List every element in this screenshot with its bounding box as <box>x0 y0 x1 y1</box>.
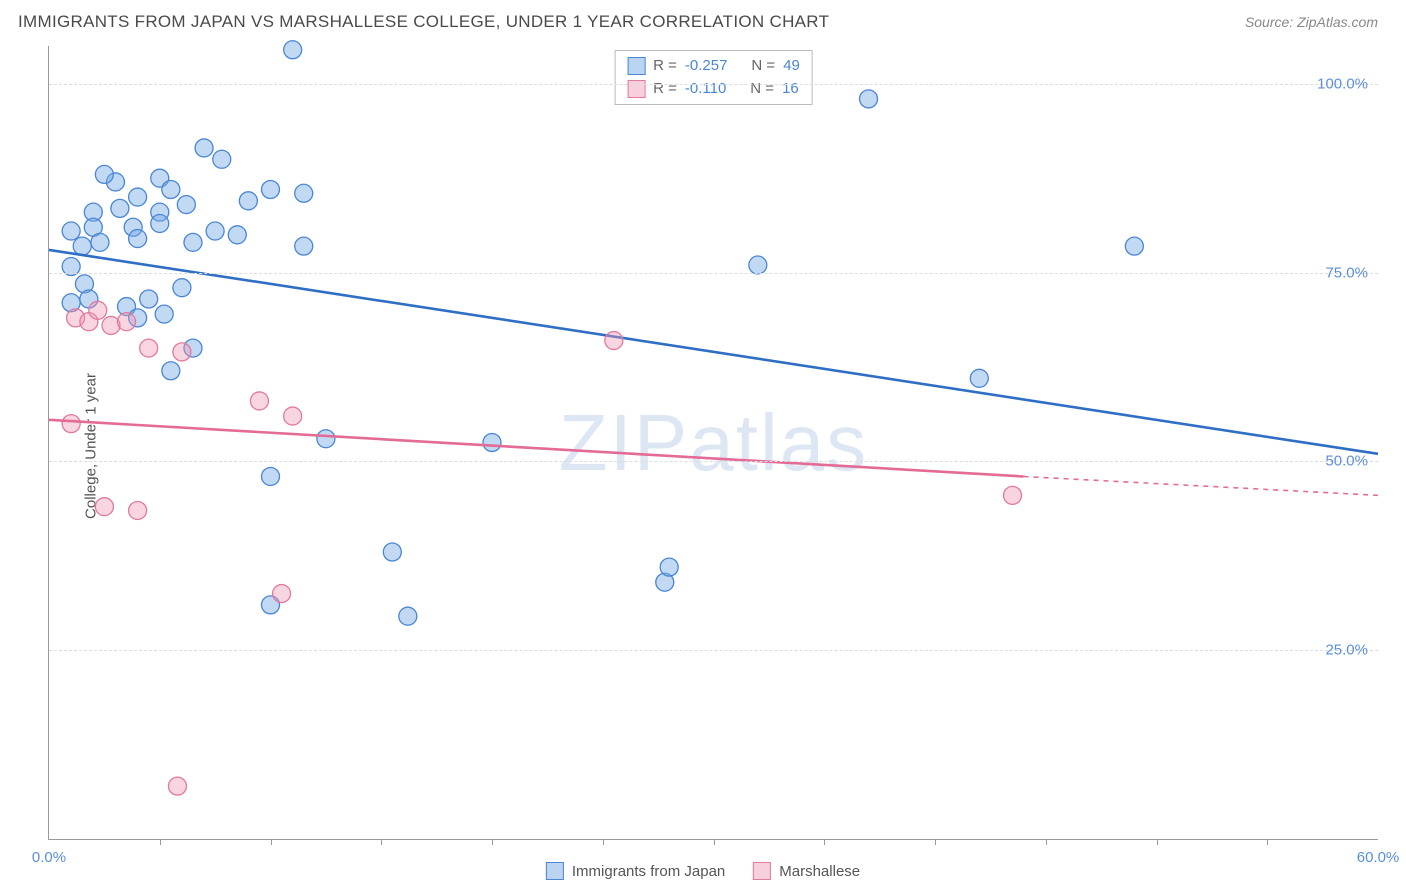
x-tick <box>1267 839 1268 845</box>
legend-item-blue: Immigrants from Japan <box>546 862 725 880</box>
scatter-point <box>151 214 169 232</box>
legend-label-pink: Marshallese <box>779 863 860 880</box>
source-label: Source: ZipAtlas.com <box>1245 14 1378 30</box>
gridline <box>49 650 1378 651</box>
scatter-point <box>1004 486 1022 504</box>
scatter-point <box>206 222 224 240</box>
legend-label-blue: Immigrants from Japan <box>572 863 725 880</box>
scatter-point <box>155 305 173 323</box>
footer-legend: Immigrants from Japan Marshallese <box>546 862 860 880</box>
trend-line <box>49 420 1024 477</box>
scatter-point <box>177 196 195 214</box>
gridline <box>49 84 1378 85</box>
scatter-point <box>1125 237 1143 255</box>
scatter-point <box>91 233 109 251</box>
gridline <box>49 461 1378 462</box>
scatter-point <box>111 199 129 217</box>
y-tick-label: 25.0% <box>1325 642 1368 659</box>
scatter-point <box>749 256 767 274</box>
y-tick-label: 50.0% <box>1325 453 1368 470</box>
scatter-point <box>295 237 313 255</box>
scatter-point <box>660 558 678 576</box>
scatter-point <box>262 467 280 485</box>
x-tick <box>714 839 715 845</box>
scatter-point <box>168 777 186 795</box>
scatter-point <box>605 332 623 350</box>
scatter-point <box>317 430 335 448</box>
swatch-blue-icon <box>546 862 564 880</box>
scatter-point <box>129 501 147 519</box>
scatter-point <box>860 90 878 108</box>
scatter-point <box>95 498 113 516</box>
scatter-point <box>129 188 147 206</box>
trend-line-extrapolated <box>1024 476 1378 495</box>
scatter-point <box>228 226 246 244</box>
scatter-point <box>140 290 158 308</box>
scatter-point <box>239 192 257 210</box>
scatter-point <box>262 180 280 198</box>
scatter-point <box>173 343 191 361</box>
scatter-point <box>95 165 113 183</box>
scatter-point <box>295 184 313 202</box>
scatter-point <box>118 313 136 331</box>
scatter-point <box>173 279 191 297</box>
scatter-point <box>383 543 401 561</box>
x-tick <box>160 839 161 845</box>
gridline <box>49 273 1378 274</box>
scatter-point <box>284 407 302 425</box>
x-tick-label: 60.0% <box>1357 849 1400 866</box>
chart-area: ZIPatlas R = -0.257 N = 49 R = -0.110 N … <box>48 46 1378 840</box>
x-tick <box>271 839 272 845</box>
x-tick <box>935 839 936 845</box>
scatter-point <box>195 139 213 157</box>
scatter-point <box>184 233 202 251</box>
scatter-point <box>399 607 417 625</box>
scatter-point <box>62 415 80 433</box>
x-tick <box>1157 839 1158 845</box>
scatter-point <box>140 339 158 357</box>
scatter-point <box>273 585 291 603</box>
scatter-point <box>73 237 91 255</box>
y-tick-label: 75.0% <box>1325 264 1368 281</box>
scatter-point <box>129 230 147 248</box>
swatch-pink-icon <box>753 862 771 880</box>
x-tick-label: 0.0% <box>32 849 66 866</box>
scatter-point <box>250 392 268 410</box>
scatter-point <box>284 41 302 59</box>
scatter-point <box>162 362 180 380</box>
scatter-svg <box>49 46 1378 839</box>
scatter-point <box>162 180 180 198</box>
scatter-point <box>89 301 107 319</box>
scatter-point <box>213 150 231 168</box>
scatter-point <box>483 434 501 452</box>
x-tick <box>1046 839 1047 845</box>
x-tick <box>824 839 825 845</box>
legend-item-pink: Marshallese <box>753 862 860 880</box>
x-tick <box>492 839 493 845</box>
y-tick-label: 100.0% <box>1317 75 1368 92</box>
chart-title: IMMIGRANTS FROM JAPAN VS MARSHALLESE COL… <box>18 12 829 32</box>
x-tick <box>381 839 382 845</box>
scatter-point <box>62 222 80 240</box>
x-tick <box>603 839 604 845</box>
trend-line <box>49 250 1378 454</box>
scatter-point <box>970 369 988 387</box>
